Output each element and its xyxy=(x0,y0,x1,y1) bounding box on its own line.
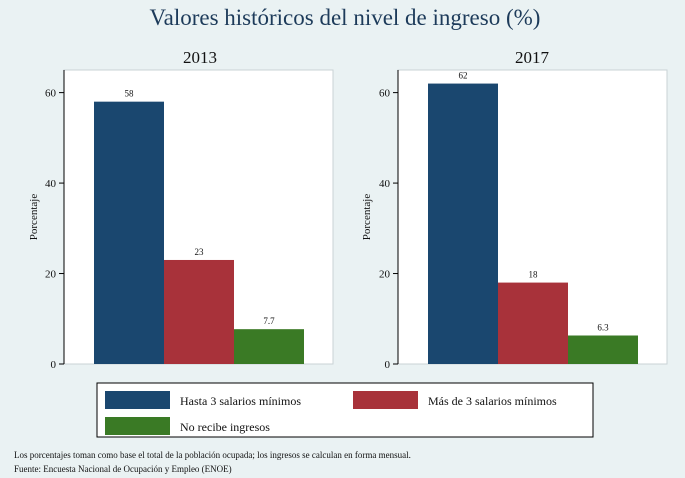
footnote: Los porcentajes toman como base el total… xyxy=(14,450,411,460)
bar-2013-mas-de-3 xyxy=(164,259,234,364)
bar-2017-mas-de-3 xyxy=(498,282,568,364)
legend-label-mas-de-3: Más de 3 salarios mínimos xyxy=(428,394,557,408)
legend-box xyxy=(96,382,594,438)
bar-2013-no-recibe xyxy=(234,329,304,364)
bar-2017-no-recibe xyxy=(568,335,638,364)
data-label-2013-hasta-3: 58 xyxy=(125,89,135,99)
y-tick-label-2017-40: 40 xyxy=(379,178,391,190)
y-tick-label-2017-20: 20 xyxy=(379,269,391,281)
y-tick-label-2017-60: 60 xyxy=(379,88,391,100)
bar-2013-hasta-3 xyxy=(94,101,164,365)
y-tick-label-2013-20: 20 xyxy=(45,269,57,281)
panel-title-2013: 2013 xyxy=(183,48,217,67)
legend-swatch-hasta-3 xyxy=(105,391,170,409)
y-axis-label-2013: Porcentaje xyxy=(28,194,40,241)
y-tick-label-2013-0: 0 xyxy=(51,359,57,371)
bars-2013: 58 23 7.7 xyxy=(94,89,304,365)
y-tick-label-2017-0: 0 xyxy=(385,359,391,371)
data-label-2017-no-recibe: 6.3 xyxy=(597,323,609,333)
data-label-2017-mas-de-3: 18 xyxy=(529,270,539,280)
panel-title-2017: 2017 xyxy=(515,48,550,67)
chart-title: Valores históricos del nivel de ingreso … xyxy=(150,5,541,30)
legend-label-no-recibe: No recibe ingresos xyxy=(180,420,270,434)
y-ticks-2013: 0 20 40 60 xyxy=(45,88,64,371)
data-label-2017-hasta-3: 62 xyxy=(459,71,468,81)
legend-swatch-mas-de-3 xyxy=(353,391,418,409)
y-ticks-2017: 0 20 40 60 xyxy=(379,88,398,371)
data-label-2013-no-recibe: 7.7 xyxy=(263,316,275,326)
panel-2017: 2017 Porcentaje 0 20 40 60 62 18 6.3 xyxy=(361,48,668,371)
panel-2013: 2013 Porcentaje 0 20 40 60 58 23 7.7 xyxy=(28,48,334,371)
y-tick-label-2013-60: 60 xyxy=(45,88,57,100)
legend-swatch-no-recibe xyxy=(105,417,170,435)
bar-2017-hasta-3 xyxy=(428,83,498,365)
legend: Hasta 3 salarios mínimos Más de 3 salari… xyxy=(96,382,594,438)
data-label-2013-mas-de-3: 23 xyxy=(195,247,205,257)
bars-2017: 62 18 6.3 xyxy=(428,71,638,365)
y-axis-label-2017: Porcentaje xyxy=(361,194,373,241)
legend-label-hasta-3: Hasta 3 salarios mínimos xyxy=(180,394,301,408)
y-tick-label-2013-40: 40 xyxy=(45,178,57,190)
source-note: Fuente: Encuesta Nacional de Ocupación y… xyxy=(14,464,232,474)
